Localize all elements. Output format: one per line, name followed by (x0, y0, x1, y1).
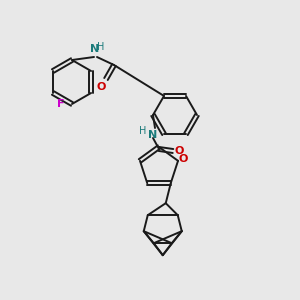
Text: O: O (96, 82, 106, 92)
Text: O: O (178, 154, 188, 164)
Text: O: O (174, 146, 184, 156)
Text: H: H (97, 42, 105, 52)
Text: H: H (139, 126, 147, 136)
Text: F: F (56, 99, 64, 109)
Text: N: N (148, 130, 158, 140)
Text: N: N (90, 44, 100, 54)
